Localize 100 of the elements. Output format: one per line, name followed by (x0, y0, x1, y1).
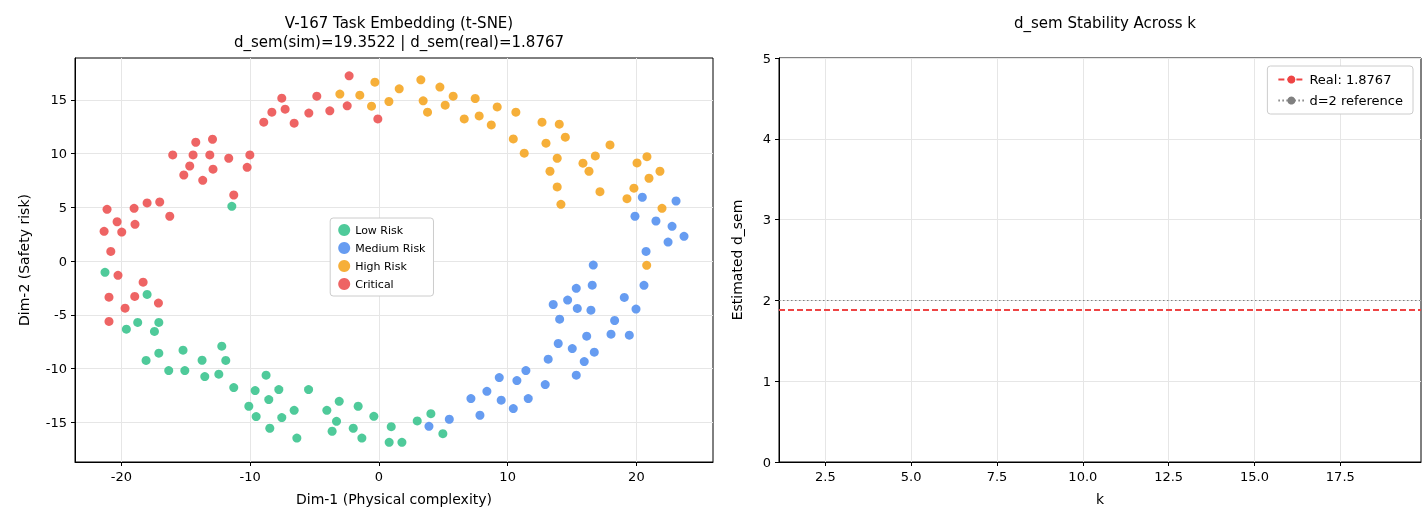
point (370, 77, 380, 87)
point (153, 298, 163, 308)
point (198, 175, 208, 185)
y-tick-label: -10 (45, 361, 67, 377)
point (622, 194, 632, 204)
x-tick-label: 10.0 (1068, 469, 1098, 484)
point (205, 150, 215, 160)
point (418, 96, 428, 106)
point (353, 401, 363, 411)
point (188, 150, 198, 160)
point (244, 401, 254, 411)
point (164, 366, 174, 376)
point (655, 166, 665, 176)
y-tick-label: 0 (762, 454, 771, 470)
point (208, 164, 218, 174)
legend-label: High Risk (355, 259, 408, 273)
point (130, 291, 140, 301)
y-tick-label: 3 (762, 212, 771, 228)
x-tick-label: 17.5 (1325, 469, 1355, 484)
point (373, 114, 383, 124)
point (221, 355, 231, 365)
point (344, 71, 354, 81)
point (277, 413, 287, 423)
point (440, 100, 450, 110)
point (642, 260, 652, 270)
point (554, 119, 564, 129)
point (325, 106, 335, 116)
point (412, 416, 422, 426)
point (567, 344, 577, 354)
point (523, 394, 533, 404)
x-tick-label: 20 (628, 469, 645, 484)
point (492, 102, 502, 112)
point (106, 246, 116, 256)
point (129, 203, 139, 213)
point (274, 385, 284, 395)
point (571, 283, 581, 293)
point (641, 246, 651, 256)
point (102, 204, 112, 214)
x-tick-label: 0 (374, 469, 384, 484)
point (104, 316, 114, 326)
point (292, 433, 302, 443)
point (334, 396, 344, 406)
legend-label: Medium Risk (355, 241, 427, 255)
point (113, 270, 123, 280)
point (644, 173, 654, 183)
legend-label: Critical (355, 277, 394, 291)
point (589, 347, 599, 357)
point (327, 426, 337, 436)
point (423, 107, 433, 117)
point (632, 158, 642, 168)
point (304, 385, 314, 395)
point (165, 211, 175, 221)
y-tick-label: 15 (50, 92, 67, 108)
y-tick-label: -15 (45, 414, 67, 430)
point (474, 111, 484, 121)
point (663, 237, 673, 247)
point (149, 326, 159, 336)
y-tick-label: 2 (762, 292, 771, 308)
point (657, 203, 667, 213)
point (521, 366, 531, 376)
point (104, 292, 114, 302)
legend-label: d=2 reference (1309, 93, 1403, 108)
point (322, 405, 332, 415)
point (629, 183, 639, 193)
point (470, 94, 480, 103)
chart-title: V-167 Task Embedding (t-SNE) d_sem(sim)=19.3522 | d_sem(real)=1.8767 (233, 13, 565, 52)
point (179, 170, 189, 180)
point (563, 295, 573, 305)
point (142, 198, 152, 208)
y-axis-title: Estimated d_sem (729, 199, 745, 321)
point (367, 101, 377, 111)
point (631, 304, 641, 314)
point (548, 299, 558, 309)
point (448, 91, 458, 101)
point (224, 153, 234, 163)
point (537, 117, 547, 127)
x-tick-label: 15.0 (1240, 469, 1269, 484)
x-tick-label: -10 (239, 469, 261, 484)
point (619, 292, 629, 302)
x-tick-label: 10 (499, 469, 516, 484)
point (267, 107, 277, 117)
point (560, 132, 570, 142)
point (552, 153, 562, 163)
point (394, 84, 404, 94)
point (512, 376, 522, 386)
point (651, 216, 661, 226)
legend-label: Low Risk (355, 223, 404, 237)
point (197, 355, 207, 365)
point (217, 341, 227, 351)
legend-label: Real: 1.8767 (1309, 72, 1392, 87)
point (280, 104, 290, 114)
point (214, 369, 224, 379)
point (579, 357, 589, 367)
point (117, 227, 127, 237)
point (355, 90, 365, 100)
point (130, 219, 140, 229)
point (312, 91, 322, 101)
point (178, 345, 188, 355)
point (595, 187, 605, 197)
point (120, 303, 130, 313)
